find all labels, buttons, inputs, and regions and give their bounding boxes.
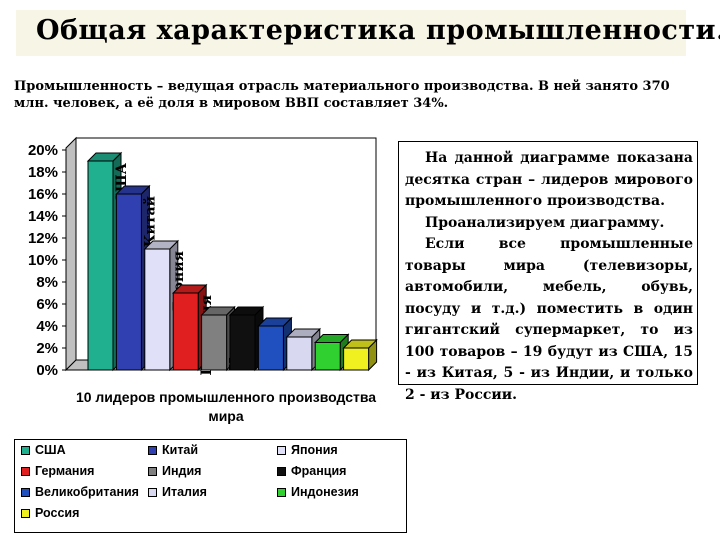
y-tick-label: 16% <box>28 186 58 203</box>
chart-legend: США Китай Япония Германия Индия Франция Велико… <box>14 439 407 533</box>
legend-swatch <box>21 488 30 497</box>
description-paragraph: Если все промышленные товары мира (телев… <box>405 236 693 403</box>
legend-label: Китай <box>162 443 199 457</box>
y-tick-label: 8% <box>36 274 58 291</box>
legend-label: Германия <box>35 464 95 478</box>
y-tick-label: 12% <box>28 230 58 247</box>
legend-label: Индонезия <box>291 485 359 499</box>
y-tick-label: 14% <box>28 208 58 225</box>
legend-swatch <box>21 509 30 518</box>
y-axis-tick-labels: 0% 2% 4% 6% 8% 10% 12% 14% 16% 18% 20% <box>28 142 66 379</box>
legend-label: Франция <box>291 464 347 478</box>
y-tick-label: 10% <box>28 252 58 269</box>
legend-swatch <box>277 488 286 497</box>
bar-data-label: Китай <box>141 196 158 247</box>
description-panel: На данной диаграмме показана десятка стр… <box>398 141 698 403</box>
legend-swatch <box>148 446 157 455</box>
legend-swatch <box>148 467 157 476</box>
description-paragraph: Проанализируем диаграмму. <box>425 214 665 231</box>
page-title: Общая характеристика промышленности. <box>36 15 720 46</box>
legend-label: Великобритания <box>35 485 139 499</box>
legend-label: Индия <box>162 464 202 478</box>
bar <box>257 316 293 372</box>
description-paragraph: На данной диаграмме показана десятка стр… <box>405 150 693 209</box>
legend-label: Япония <box>291 443 338 457</box>
title-banner <box>16 10 686 56</box>
y-tick-label: 0% <box>36 362 58 379</box>
intro-text: Промышленность – ведущая отрасль материа… <box>14 79 670 111</box>
legend-label: США <box>35 443 66 457</box>
bar <box>313 333 350 372</box>
legend-label: Италия <box>162 485 207 499</box>
legend-swatch <box>21 446 30 455</box>
legend-swatch <box>277 446 286 455</box>
legend-swatch <box>148 488 157 497</box>
legend-swatch <box>277 467 286 476</box>
bar <box>342 338 378 372</box>
y-tick-label: 2% <box>36 340 58 357</box>
y-tick-label: 6% <box>36 296 58 313</box>
x-axis-label: 10 лидеров промышленного производства <box>76 389 376 405</box>
y-tick-label: 20% <box>28 142 58 159</box>
x-axis-label-line2: мира <box>208 408 244 424</box>
legend-label: Россия <box>35 506 80 520</box>
y-tick-label: 18% <box>28 164 58 181</box>
legend-swatch <box>21 467 30 476</box>
y-tick-label: 4% <box>36 318 58 335</box>
